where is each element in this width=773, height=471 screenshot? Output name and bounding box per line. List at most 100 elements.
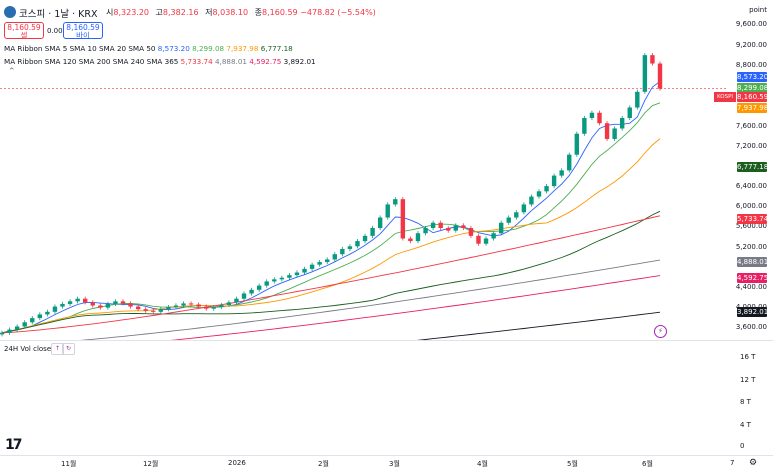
time-tick: 2월 <box>318 460 329 468</box>
candle-body <box>196 304 201 307</box>
candle-body <box>143 309 148 311</box>
last-price-tag: 8,160.59 <box>737 92 769 102</box>
symbol-logo-icon[interactable] <box>4 6 16 18</box>
indicator-label: MA Ribbon SMA 5 SMA 10 SMA 20 SMA 50 <box>4 44 156 53</box>
candle-body <box>544 186 549 192</box>
sma-line <box>416 311 661 340</box>
candle-body <box>468 228 474 236</box>
close-value: 8,160.59 <box>262 8 298 17</box>
candle-body <box>612 128 617 139</box>
candle-body <box>135 306 141 310</box>
indicator-value: 7,937.98 <box>226 44 259 53</box>
price-tick: 9,600.00 <box>735 20 767 28</box>
candle-body <box>211 307 216 309</box>
candle-body <box>294 272 300 276</box>
time-tick: 7 <box>730 459 735 467</box>
pane-up-arrow-icon[interactable]: ↑ <box>51 343 64 355</box>
price-tick: 7,200.00 <box>735 142 767 150</box>
candle-body <box>536 191 542 197</box>
candle-body <box>476 235 481 244</box>
price-chart[interactable] <box>0 0 728 340</box>
symbol-title[interactable]: 코스피 · 1날 · KRX <box>19 9 98 20</box>
candle-body <box>635 91 640 108</box>
open-value: 8,323.20 <box>113 8 149 17</box>
candle-body <box>287 275 292 278</box>
time-tick: 3월 <box>389 460 400 468</box>
buy-button[interactable]: 8,160.59 바이 <box>63 22 103 40</box>
candle-body <box>385 204 390 218</box>
price-tick: 3,600.00 <box>735 323 767 331</box>
gear-icon[interactable]: ⚙ <box>749 458 758 468</box>
buy-label: 바이 <box>76 31 90 40</box>
candle-body <box>491 233 496 239</box>
candle-body <box>241 293 247 299</box>
candle-body <box>627 107 632 118</box>
time-tick: 11월 <box>61 460 77 468</box>
spread-value: 0.00 <box>47 27 63 35</box>
pane-refresh-icon[interactable]: ↻ <box>62 343 75 355</box>
candle-body <box>272 279 277 282</box>
candle-body <box>604 123 610 139</box>
indicator-value: 4,888.01 <box>214 57 247 66</box>
candle-body <box>529 196 534 205</box>
candle-body <box>589 112 595 118</box>
price-tick: 6,400.00 <box>735 182 767 190</box>
candle-body <box>120 301 126 304</box>
volume-tick: 16 T <box>740 353 756 361</box>
candle-body <box>105 303 111 308</box>
tradingview-logo-icon[interactable]: 17 <box>5 437 23 453</box>
chart-header: 코스피 · 1날 · KRX 시8,323.20 고8,382.16 저8,03… <box>0 0 728 70</box>
candle-body <box>204 306 209 309</box>
sell-button[interactable]: 8,160.59 셀 <box>4 22 44 40</box>
close-key: 종 <box>254 8 263 17</box>
candle-body <box>332 254 337 260</box>
sma-line <box>1 210 661 334</box>
candle-body <box>234 298 239 303</box>
candle-body <box>597 112 602 124</box>
collapse-chevron-icon[interactable]: ⌃ <box>8 67 16 77</box>
candle-body <box>37 314 43 319</box>
candle-body <box>551 175 557 187</box>
price-axis[interactable]: point 9,600.00 9,200.00 8,800.00 7,600.0… <box>728 0 773 340</box>
indicator-value: 6,777.18 <box>260 44 293 53</box>
volume-tick: 0 <box>740 442 745 450</box>
candle-body <box>400 199 406 239</box>
candle-body <box>574 133 580 155</box>
candle-body <box>325 259 330 263</box>
sma-line <box>1 215 661 334</box>
indicator-value: 8,299.08 <box>192 44 225 53</box>
candle-body <box>173 305 179 308</box>
candle-body <box>151 310 156 312</box>
candle-body <box>415 233 421 242</box>
candle-body <box>158 309 164 312</box>
candle-body <box>453 225 458 231</box>
candle-body <box>52 306 58 312</box>
volume-tick: 4 T <box>740 421 751 429</box>
candle-body <box>67 301 73 304</box>
indicator-value: 3,892.01 <box>283 57 316 66</box>
time-tick: 2026 <box>228 459 246 467</box>
axis-title: point <box>749 6 767 14</box>
candle-body <box>98 305 103 308</box>
volume-pane-title: 24H Vol close <box>4 345 52 353</box>
sma365-price-tag: 3,892.01 <box>737 307 769 317</box>
sma-line <box>80 259 661 340</box>
price-tick: 4,400.00 <box>735 283 767 291</box>
price-tick: 7,600.00 <box>735 122 767 130</box>
candle-body <box>188 303 194 305</box>
candle-body <box>461 225 466 228</box>
sma200-price-tag: 4,888.01 <box>737 257 769 267</box>
candle-body <box>30 318 35 323</box>
time-tick: 6월 <box>642 460 653 468</box>
candle-body <box>582 118 587 134</box>
candle-body <box>521 204 527 213</box>
sma20-price-tag: 7,937.98 <box>737 103 769 113</box>
candle-body <box>650 55 655 64</box>
pane-divider[interactable] <box>0 340 773 341</box>
candle-body <box>430 222 436 228</box>
indicator-legend-1[interactable]: MA Ribbon SMA 5 SMA 10 SMA 20 SMA 50 8,5… <box>4 44 293 53</box>
candle-body <box>226 302 232 305</box>
indicator-legend-2[interactable]: MA Ribbon SMA 120 SMA 200 SMA 240 SMA 36… <box>4 57 316 66</box>
lightning-icon[interactable]: ⚡ <box>654 325 667 338</box>
price-tick: 5,600.00 <box>735 222 767 230</box>
